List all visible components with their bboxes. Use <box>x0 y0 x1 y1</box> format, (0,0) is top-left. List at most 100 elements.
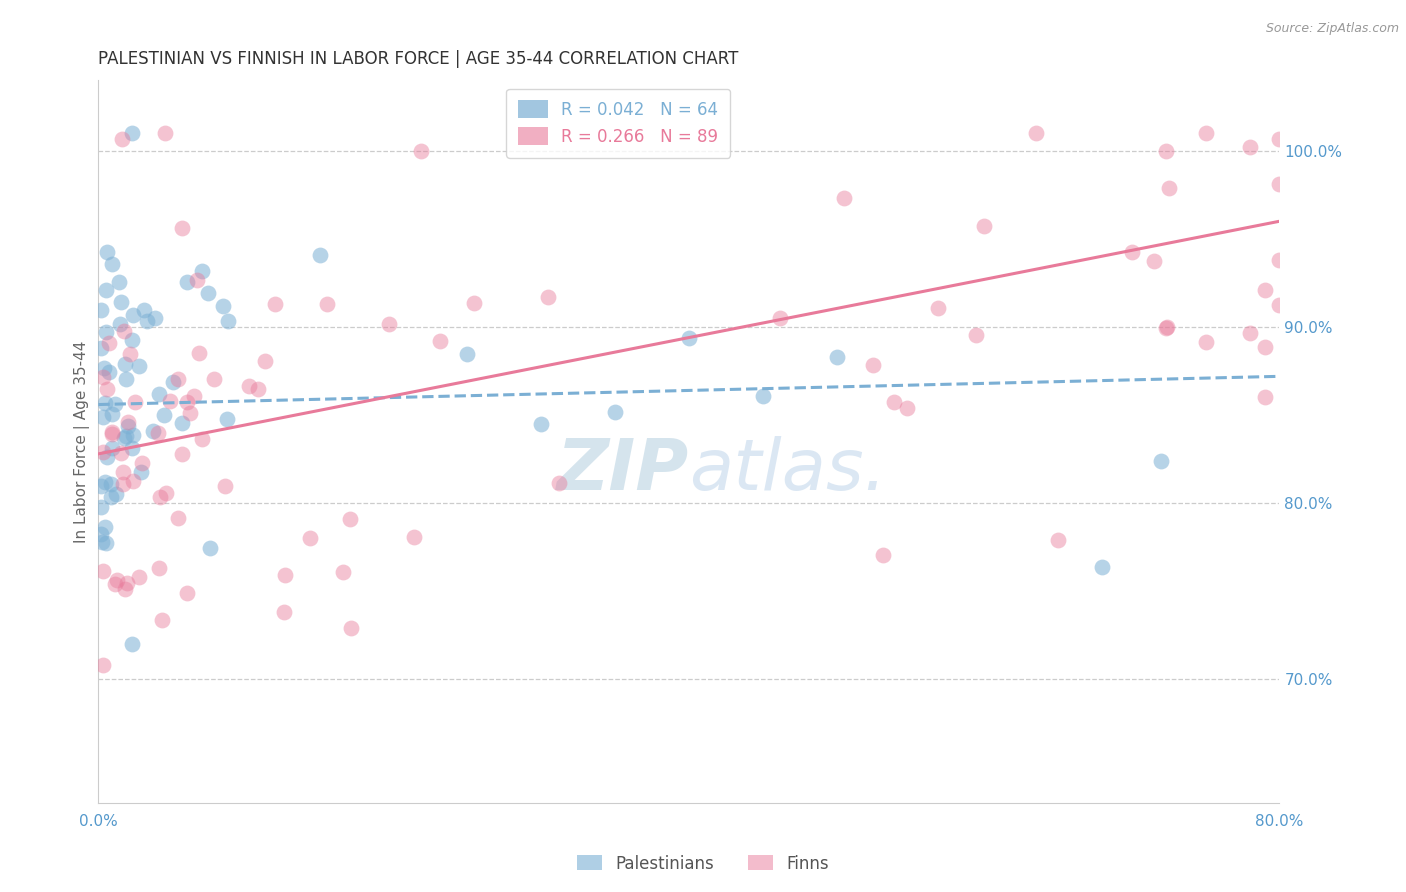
Point <box>172 447 194 461</box>
Point <box>90 500 112 514</box>
Point <box>973 219 995 234</box>
Point <box>122 427 145 442</box>
Point <box>896 401 918 415</box>
Point <box>309 248 332 262</box>
Point <box>1159 180 1181 194</box>
Point <box>1239 326 1261 340</box>
Point <box>90 527 112 541</box>
Point <box>128 359 150 373</box>
Point <box>678 331 700 345</box>
Point <box>100 490 122 504</box>
Point <box>148 561 170 575</box>
Point <box>136 314 159 328</box>
Point <box>1195 335 1218 350</box>
Point <box>429 334 451 348</box>
Point <box>131 456 153 470</box>
Point <box>536 290 558 304</box>
Point <box>104 397 127 411</box>
Point <box>104 577 127 591</box>
Point <box>112 324 135 338</box>
Y-axis label: In Labor Force | Age 35-44: In Labor Force | Age 35-44 <box>75 341 90 542</box>
Point <box>94 396 117 410</box>
Point <box>122 308 145 322</box>
Point <box>98 336 121 351</box>
Point <box>121 333 143 347</box>
Point <box>825 350 848 364</box>
Point <box>339 512 361 526</box>
Point <box>142 424 165 438</box>
Point <box>153 409 176 423</box>
Point <box>872 548 894 562</box>
Point <box>111 466 134 480</box>
Legend: R = 0.042   N = 64, R = 0.266   N = 89: R = 0.042 N = 64, R = 0.266 N = 89 <box>506 88 730 158</box>
Point <box>94 536 117 550</box>
Point <box>93 475 115 490</box>
Point <box>91 657 114 672</box>
Point <box>170 221 193 235</box>
Point <box>101 407 124 421</box>
Point <box>605 405 627 419</box>
Point <box>91 534 114 549</box>
Point <box>111 476 134 491</box>
Point <box>117 419 139 434</box>
Point <box>217 313 239 327</box>
Point <box>404 530 426 544</box>
Text: atlas.: atlas. <box>689 436 887 505</box>
Point <box>93 520 115 534</box>
Point <box>457 347 479 361</box>
Legend: Palestinians, Finns: Palestinians, Finns <box>571 848 835 880</box>
Point <box>176 394 198 409</box>
Point <box>121 442 143 456</box>
Point <box>90 479 112 493</box>
Point <box>176 276 198 290</box>
Point <box>108 318 131 332</box>
Point <box>1254 340 1277 354</box>
Point <box>1254 390 1277 404</box>
Point <box>114 372 136 386</box>
Point <box>1143 253 1166 268</box>
Point <box>114 357 136 371</box>
Point <box>115 429 138 443</box>
Text: ZIP: ZIP <box>557 436 689 505</box>
Point <box>832 191 855 205</box>
Point <box>101 427 124 442</box>
Point <box>91 564 114 578</box>
Point <box>120 347 142 361</box>
Point <box>90 303 112 318</box>
Point <box>186 273 208 287</box>
Point <box>214 479 236 493</box>
Point <box>1254 283 1277 297</box>
Point <box>100 476 122 491</box>
Point <box>1268 177 1291 191</box>
Point <box>238 378 260 392</box>
Point <box>96 244 118 259</box>
Point <box>211 299 233 313</box>
Text: PALESTINIAN VS FINNISH IN LABOR FORCE | AGE 35-44 CORRELATION CHART: PALESTINIAN VS FINNISH IN LABOR FORCE | … <box>98 50 738 68</box>
Point <box>1154 144 1177 158</box>
Point <box>409 144 432 158</box>
Point <box>91 369 114 384</box>
Point <box>91 410 114 425</box>
Point <box>179 406 201 420</box>
Point <box>117 415 139 429</box>
Point <box>862 358 884 372</box>
Point <box>101 257 124 271</box>
Point <box>1046 533 1070 547</box>
Point <box>548 476 571 491</box>
Point <box>1150 454 1173 468</box>
Point <box>191 264 214 278</box>
Point <box>1268 298 1291 312</box>
Point <box>191 433 214 447</box>
Point <box>217 411 239 425</box>
Point <box>183 389 205 403</box>
Point <box>166 511 188 525</box>
Point <box>247 382 270 396</box>
Point <box>129 466 152 480</box>
Point <box>170 416 193 430</box>
Point <box>197 286 219 301</box>
Point <box>202 372 225 386</box>
Point <box>94 325 117 339</box>
Point <box>1268 132 1291 146</box>
Point <box>114 582 136 597</box>
Point <box>530 417 553 431</box>
